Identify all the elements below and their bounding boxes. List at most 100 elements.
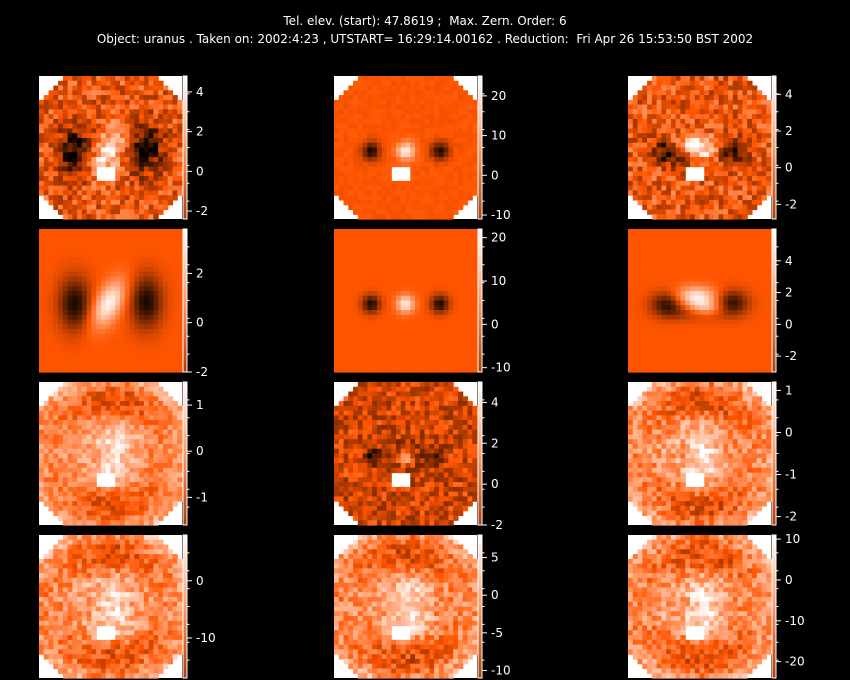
heatmap-cell (766, 123, 772, 130)
heatmap-cell (167, 233, 174, 240)
heatmap-cell (670, 262, 677, 268)
heatmap-cell (148, 133, 154, 139)
heatmap-cell (86, 123, 93, 130)
heatmap-cell (362, 161, 368, 168)
heatmap-cell (718, 267, 724, 273)
heatmap-cell (62, 209, 69, 215)
heatmap-cell (723, 176, 729, 182)
heatmap-cell (761, 176, 767, 182)
heatmap-cell (391, 310, 397, 316)
heatmap-cell (742, 262, 748, 268)
heatmap-cell (670, 190, 677, 196)
heatmap-cell (372, 362, 378, 368)
heatmap-cell (723, 85, 729, 91)
heatmap-cell (381, 238, 388, 244)
heatmap-cell (472, 271, 478, 278)
heatmap-cell (58, 152, 64, 158)
heatmap-cell (58, 338, 64, 344)
heatmap-cell (415, 305, 421, 311)
heatmap-cell (100, 290, 107, 297)
heatmap-cell (129, 118, 135, 125)
heatmap-cell (438, 229, 445, 235)
heatmap-cell (58, 295, 64, 302)
heatmap-cell (381, 118, 388, 125)
heatmap-cell (58, 238, 64, 244)
heatmap-cell (39, 276, 45, 283)
heatmap-cell (348, 362, 354, 368)
heatmap-cell (467, 338, 473, 344)
heatmap-cell (353, 257, 359, 263)
heatmap-cell (457, 118, 464, 125)
heatmap-cell (139, 171, 145, 177)
heatmap-cell (357, 137, 364, 144)
heatmap-cell (400, 286, 407, 292)
heatmap-cell (405, 362, 411, 368)
heatmap-cell (400, 367, 407, 373)
heatmap-cell (647, 80, 653, 87)
heatmap-cell (670, 300, 677, 306)
heatmap-cell (62, 343, 69, 349)
heatmap-cell (728, 324, 734, 330)
heatmap-cell (386, 290, 392, 297)
heatmap-cell (704, 176, 710, 182)
heatmap-cell (467, 290, 473, 297)
heatmap-cell (647, 314, 653, 321)
heatmap-cell (139, 104, 145, 110)
heatmap-cell (642, 166, 648, 172)
heatmap-cell (153, 137, 159, 144)
heatmap-cell (424, 324, 430, 330)
heatmap-cell (751, 310, 758, 316)
heatmap-cell (381, 128, 388, 134)
heatmap-cell (62, 114, 69, 120)
heatmap-cell (747, 99, 753, 106)
heatmap-cell (129, 290, 135, 297)
heatmap-cell (357, 128, 364, 134)
heatmap-cell (143, 324, 150, 330)
heatmap-cell (728, 199, 734, 206)
heatmap-cell (381, 185, 388, 191)
heatmap-cell (732, 137, 739, 144)
heatmap-cell (62, 324, 69, 330)
heatmap-cell (419, 85, 426, 91)
heatmap-cell (666, 180, 672, 187)
heatmap-cell (443, 338, 449, 344)
heatmap-cell (434, 290, 440, 297)
heatmap-cell (651, 128, 658, 134)
heatmap-cell (651, 204, 658, 211)
heatmap-cell (338, 357, 345, 364)
heatmap-cell (467, 147, 473, 153)
heatmap-cell (680, 185, 686, 191)
heatmap-cell (381, 357, 388, 364)
heatmap-cell (434, 271, 440, 278)
heatmap-cell (77, 214, 83, 220)
heatmap-cell (732, 128, 739, 134)
heatmap-cell (438, 243, 445, 249)
heatmap-cell (162, 118, 169, 125)
heatmap-cell (642, 204, 648, 211)
heatmap-cell (376, 267, 383, 273)
heatmap-cell (467, 252, 473, 259)
heatmap-cell (467, 319, 473, 325)
heatmap-cell (448, 80, 454, 87)
heatmap-cell (158, 180, 164, 187)
heatmap-cell (651, 90, 658, 96)
heatmap-cell (162, 190, 169, 196)
heatmap-cell (381, 262, 388, 268)
heatmap-cell (424, 252, 430, 259)
heatmap-cell (637, 180, 643, 187)
heatmap-cell (372, 195, 378, 201)
heatmap-cell (43, 295, 50, 302)
heatmap-cell (689, 271, 696, 278)
heatmap-cell (148, 166, 154, 172)
heatmap-cell (81, 357, 88, 364)
heatmap-cell (105, 276, 112, 283)
heatmap-cell (400, 95, 407, 101)
heatmap-cell (400, 338, 407, 344)
heatmap-cell (457, 248, 464, 254)
heatmap-cell (467, 271, 473, 278)
heatmap-cell (751, 190, 758, 196)
heatmap-cell (429, 99, 435, 106)
heatmap-cell (467, 137, 473, 144)
heatmap-cell (424, 171, 430, 177)
heatmap-cell (158, 238, 164, 244)
